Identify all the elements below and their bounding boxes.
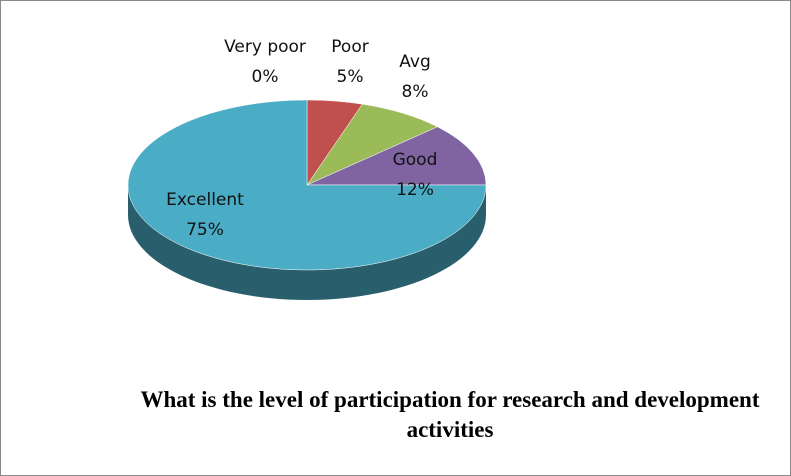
chart-title: What is the level of participation for r… — [140, 387, 760, 442]
pie-side — [128, 185, 486, 300]
pie-slice — [306, 126, 487, 186]
slice-value-label: 75% — [186, 220, 224, 240]
pie-sides — [128, 185, 486, 300]
slice-value-label: 0% — [252, 67, 279, 87]
slice-label: Good — [393, 150, 438, 170]
slice-label: Poor — [331, 37, 368, 57]
slice-value-label: 5% — [337, 67, 364, 87]
pie-slice — [127, 99, 487, 271]
pie-tops — [127, 99, 487, 271]
slice-label: Very poor — [224, 37, 306, 57]
pie-slice — [306, 103, 439, 186]
slice-label: Avg — [399, 52, 431, 72]
slice-value-label: 8% — [402, 82, 429, 102]
slice-value-label: 12% — [396, 180, 434, 200]
slice-label: Excellent — [166, 190, 244, 210]
